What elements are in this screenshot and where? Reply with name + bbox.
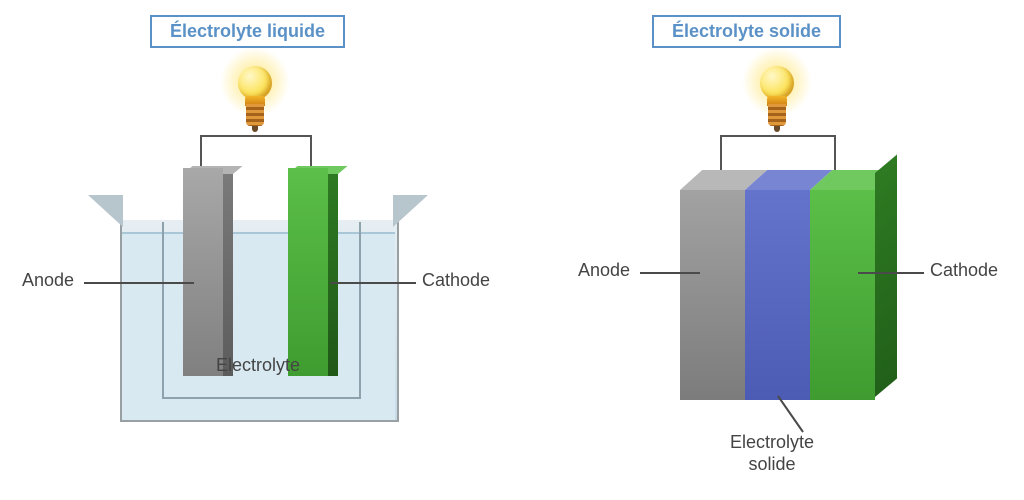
solid-bulb: [752, 60, 802, 140]
solid-wire-top: [720, 135, 836, 137]
liquid-funnel-left: [88, 195, 123, 227]
solid-block: [680, 170, 875, 400]
liquid-cathode-leader: [330, 282, 416, 284]
liquid-cathode: [288, 168, 328, 376]
solid-anode-leader: [640, 272, 700, 274]
liquid-electrolyte-label: Electrolyte: [216, 355, 300, 376]
solid-electrolyte: [745, 190, 810, 400]
liquid-cathode-label: Cathode: [422, 270, 490, 291]
liquid-funnel-right: [393, 195, 428, 227]
solid-anode-label: Anode: [578, 260, 630, 281]
liquid-title: Électrolyte liquide: [170, 21, 325, 41]
solid-cathode-label: Cathode: [930, 260, 998, 281]
liquid-bulb: [230, 60, 280, 140]
solid-cathode-side: [875, 155, 897, 397]
solid-title: Électrolyte solide: [672, 21, 821, 41]
liquid-title-box: Électrolyte liquide: [150, 15, 345, 48]
solid-wire-right: [834, 135, 836, 172]
solid-cathode: [810, 190, 875, 400]
solid-wire-left: [720, 135, 722, 172]
solid-anode: [680, 190, 745, 400]
liquid-wire-top: [200, 135, 312, 137]
liquid-anode-leader: [84, 282, 194, 284]
liquid-wire-right: [310, 135, 312, 170]
solid-cathode-leader: [858, 272, 924, 274]
solid-title-box: Électrolyte solide: [652, 15, 841, 48]
liquid-anode-label: Anode: [22, 270, 74, 291]
liquid-anode: [183, 168, 223, 376]
liquid-wire-left: [200, 135, 202, 170]
solid-electrolyte-label: Electrolyte solide: [730, 432, 814, 475]
